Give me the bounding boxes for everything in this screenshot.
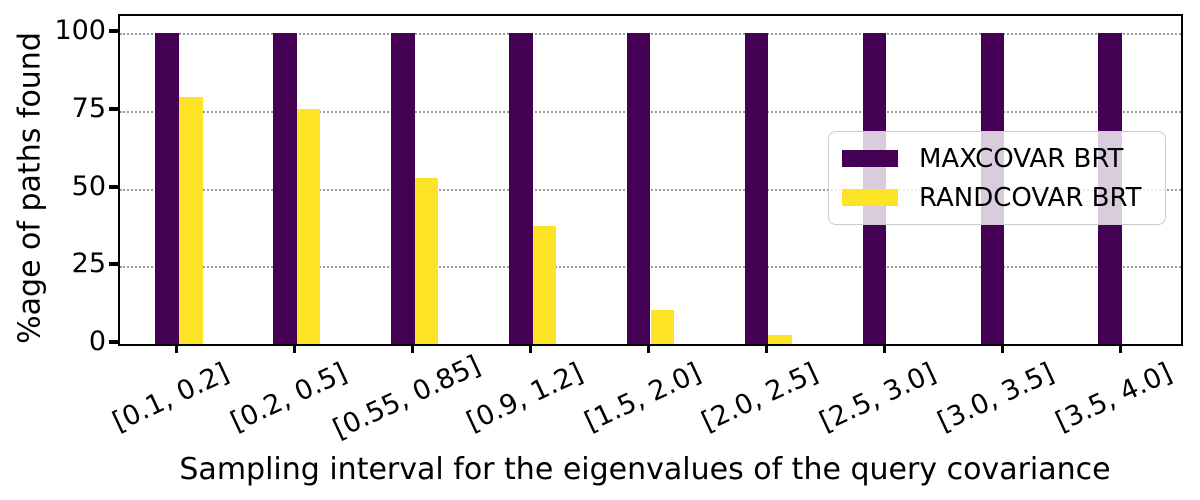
gridline-y-75	[120, 110, 1181, 113]
bar-maxcovar-brt-5	[744, 33, 769, 344]
x-tick-mark-3	[529, 344, 533, 353]
gridline-y-50	[120, 188, 1181, 191]
y-tick-label-100: 100	[54, 15, 106, 47]
gridline-y-100	[120, 33, 1181, 36]
x-tick-mark-0	[175, 344, 179, 353]
x-tick-mark-6	[882, 344, 886, 353]
x-tick-mark-2	[411, 344, 415, 353]
bar-randcovar-brt-2	[414, 177, 439, 344]
y-tick-mark-0	[109, 340, 120, 344]
x-tick-mark-5	[764, 344, 768, 353]
bar-randcovar-brt-1	[296, 109, 321, 344]
legend-item-randcovar: RANDCOVAR BRT	[829, 183, 1165, 213]
bar-randcovar-brt-4	[650, 309, 675, 344]
bar-randcovar-brt-5	[768, 334, 792, 344]
legend-swatch-maxcovar	[842, 150, 898, 167]
x-tick-mark-8	[1118, 344, 1122, 353]
y-tick-mark-75	[109, 106, 120, 111]
x-tick-mark-7	[1000, 344, 1004, 353]
y-tick-label-75: 75	[71, 92, 106, 124]
x-tick-mark-4	[647, 344, 650, 353]
legend: MAXCOVAR BRT RANDCOVAR BRT	[828, 131, 1166, 225]
bar-maxcovar-brt-3	[509, 33, 533, 344]
bar-randcovar-brt-0	[178, 96, 203, 344]
legend-item-maxcovar: MAXCOVAR BRT	[829, 144, 1165, 174]
y-tick-label-25: 25	[71, 248, 106, 280]
bar-maxcovar-brt-0	[155, 33, 179, 344]
x-tick-mark-1	[293, 344, 297, 353]
y-tick-mark-25	[109, 262, 120, 267]
bar-randcovar-brt-3	[532, 225, 557, 344]
y-tick-label-50: 50	[71, 170, 106, 202]
y-tick-label-0: 0	[88, 326, 106, 357]
legend-label-randcovar: RANDCOVAR BRT	[919, 182, 1142, 213]
bar-maxcovar-brt-2	[391, 33, 415, 344]
x-axis-label: Sampling interval for the eigenvalues of…	[179, 452, 1111, 487]
y-tick-mark-100	[109, 29, 120, 34]
legend-swatch-randcovar	[842, 189, 898, 206]
legend-label-maxcovar: MAXCOVAR BRT	[919, 143, 1124, 174]
gridline-y-25	[120, 266, 1181, 269]
bar-maxcovar-brt-4	[626, 33, 651, 344]
bar-maxcovar-brt-1	[273, 33, 297, 344]
y-tick-mark-50	[109, 184, 120, 189]
